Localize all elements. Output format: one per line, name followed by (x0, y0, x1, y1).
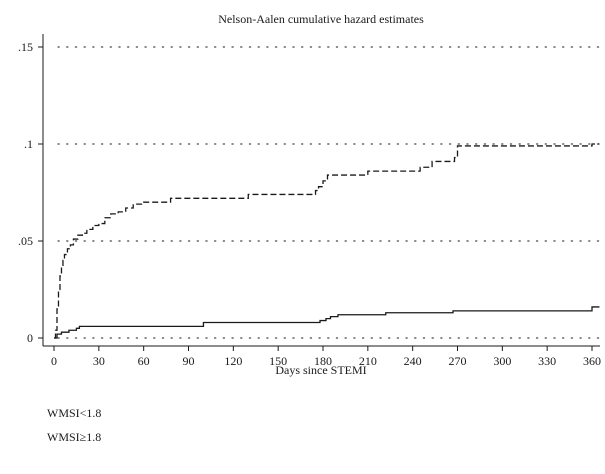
axes (42, 34, 600, 347)
x-axis-ticks: 0 30 60 90 120 150 180 210 240 270 300 330 360 (51, 346, 601, 368)
y-tick-label: .05 (18, 234, 33, 248)
x-tick-label: 60 (138, 354, 150, 368)
y-tick-label: 0 (27, 331, 33, 345)
x-tick-label: 30 (93, 354, 105, 368)
x-axis-label: Days since STEMI (275, 363, 366, 377)
y-tick-label: .15 (18, 40, 33, 54)
x-tick-label: 300 (493, 354, 511, 368)
x-tick-label: 210 (359, 354, 377, 368)
x-tick-label: 270 (449, 354, 467, 368)
x-tick-label: 150 (269, 354, 287, 368)
y-axis-ticks: 0 .05 .1 .15 (18, 40, 43, 345)
x-tick-label: 360 (583, 354, 601, 368)
legend-item-wmsi-low: WMSI<1.8 (47, 406, 102, 420)
series-line-wmsi-high (54, 143, 600, 339)
x-tick-label: 120 (224, 354, 242, 368)
x-tick-label: 240 (404, 354, 422, 368)
series-line-wmsi-low (54, 306, 600, 339)
series-lines (54, 143, 600, 339)
x-tick-label: 330 (538, 354, 556, 368)
x-tick-label: 180 (314, 354, 332, 368)
chart-title: Nelson-Aalen cumulative hazard estimates (218, 12, 424, 26)
gridlines (57, 46, 601, 339)
legend-item-wmsi-high: WMSI≥1.8 (47, 430, 102, 444)
x-tick-label: 0 (51, 354, 57, 368)
x-tick-label: 90 (183, 354, 195, 368)
y-tick-label: .1 (24, 137, 33, 151)
